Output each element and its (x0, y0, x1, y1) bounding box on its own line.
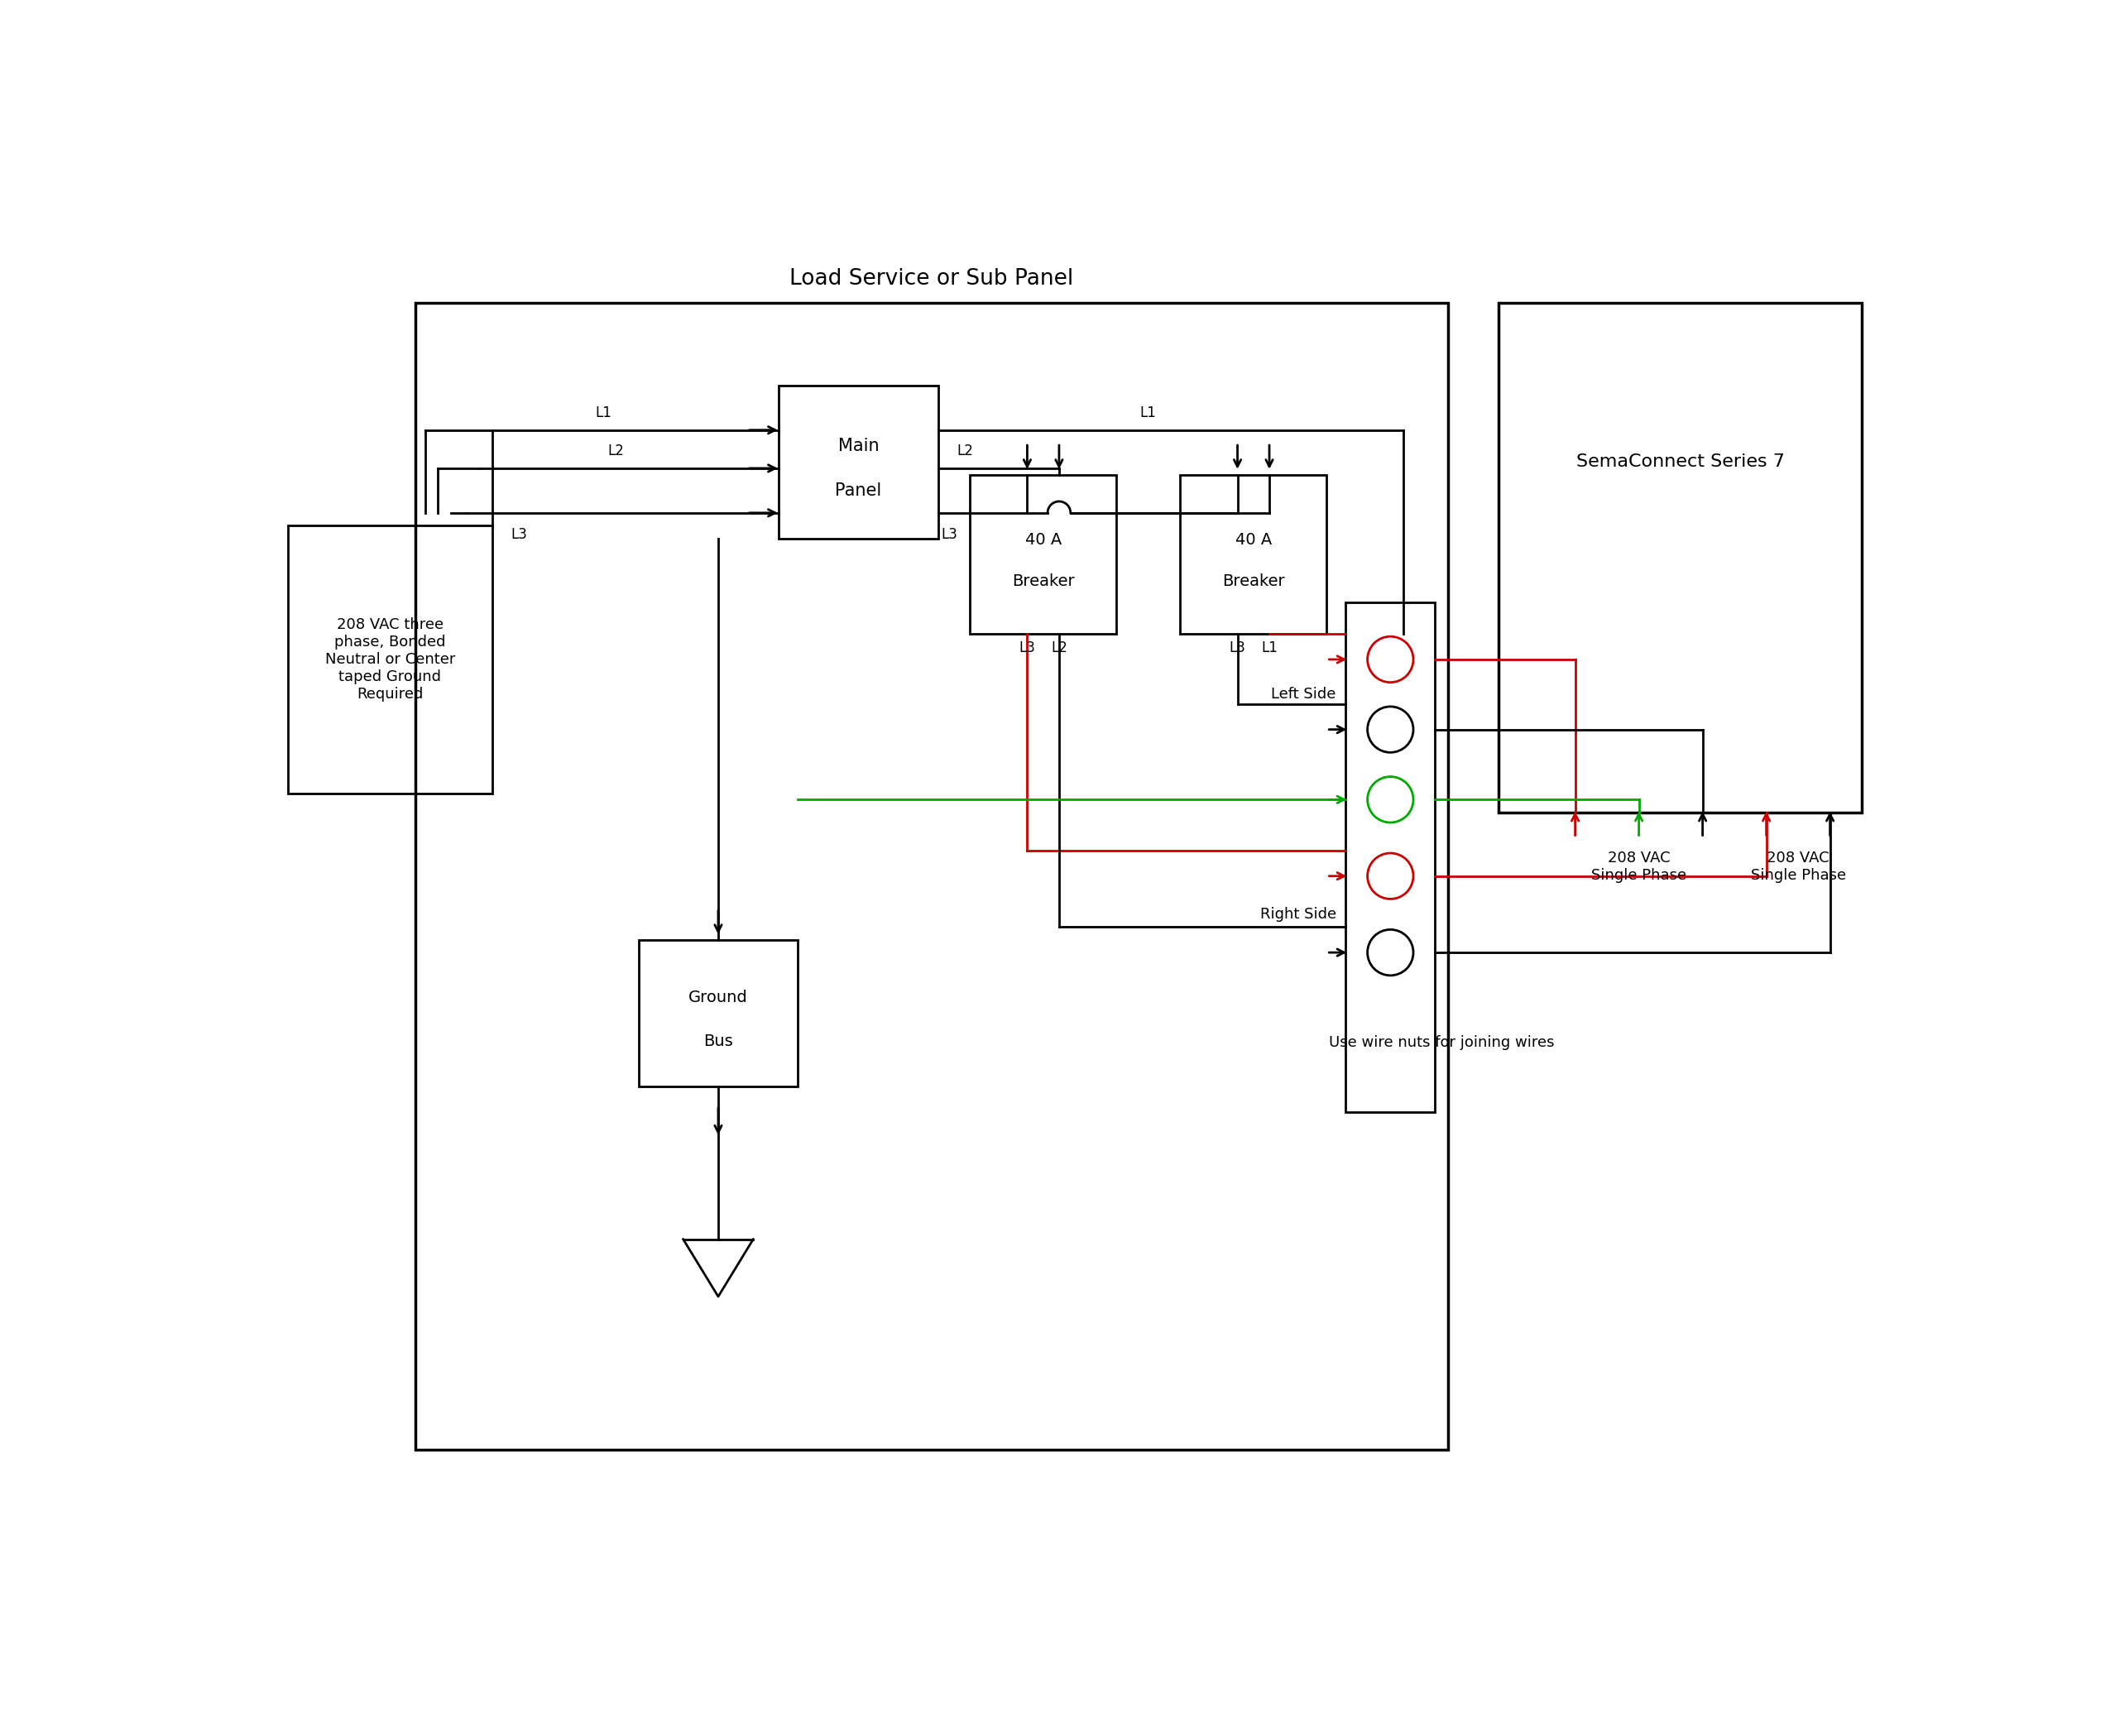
Bar (971, 474, 1116, 634)
Text: 208 VAC three
phase, Bonded
Neutral or Center
taped Ground
Required: 208 VAC three phase, Bonded Neutral or C… (325, 618, 456, 701)
Text: Ground: Ground (688, 990, 747, 1005)
Text: L3: L3 (1230, 641, 1245, 654)
Text: Panel: Panel (836, 483, 882, 498)
Text: Main: Main (838, 437, 880, 455)
Text: L1: L1 (595, 406, 612, 420)
Text: L3: L3 (1019, 641, 1036, 654)
Text: L2: L2 (1051, 641, 1068, 654)
Text: L2: L2 (608, 444, 625, 458)
Text: L3: L3 (511, 528, 528, 542)
Bar (1179, 474, 1327, 634)
Bar (779, 385, 939, 538)
Text: 208 VAC
Single Phase: 208 VAC Single Phase (1751, 851, 1846, 882)
Text: Left Side: Left Side (1272, 687, 1336, 701)
Bar (639, 939, 798, 1087)
Text: L3: L3 (941, 528, 958, 542)
Bar (1498, 302, 1861, 812)
Bar (416, 302, 1447, 1450)
Text: 208 VAC
Single Phase: 208 VAC Single Phase (1591, 851, 1686, 882)
Text: 40 A: 40 A (1025, 533, 1061, 549)
Text: 40 A: 40 A (1234, 533, 1272, 549)
Text: L1: L1 (1139, 406, 1156, 420)
Text: L2: L2 (958, 444, 973, 458)
Text: SemaConnect Series 7: SemaConnect Series 7 (1576, 453, 1785, 470)
Bar (1346, 602, 1435, 1111)
Bar (289, 526, 492, 793)
Text: L1: L1 (1262, 641, 1277, 654)
Text: Breaker: Breaker (1013, 573, 1074, 589)
Text: Right Side: Right Side (1260, 906, 1336, 922)
Text: Use wire nuts for joining wires: Use wire nuts for joining wires (1329, 1035, 1555, 1050)
Text: Bus: Bus (703, 1035, 732, 1050)
Text: Breaker: Breaker (1222, 573, 1285, 589)
Text: Load Service or Sub Panel: Load Service or Sub Panel (789, 269, 1074, 290)
